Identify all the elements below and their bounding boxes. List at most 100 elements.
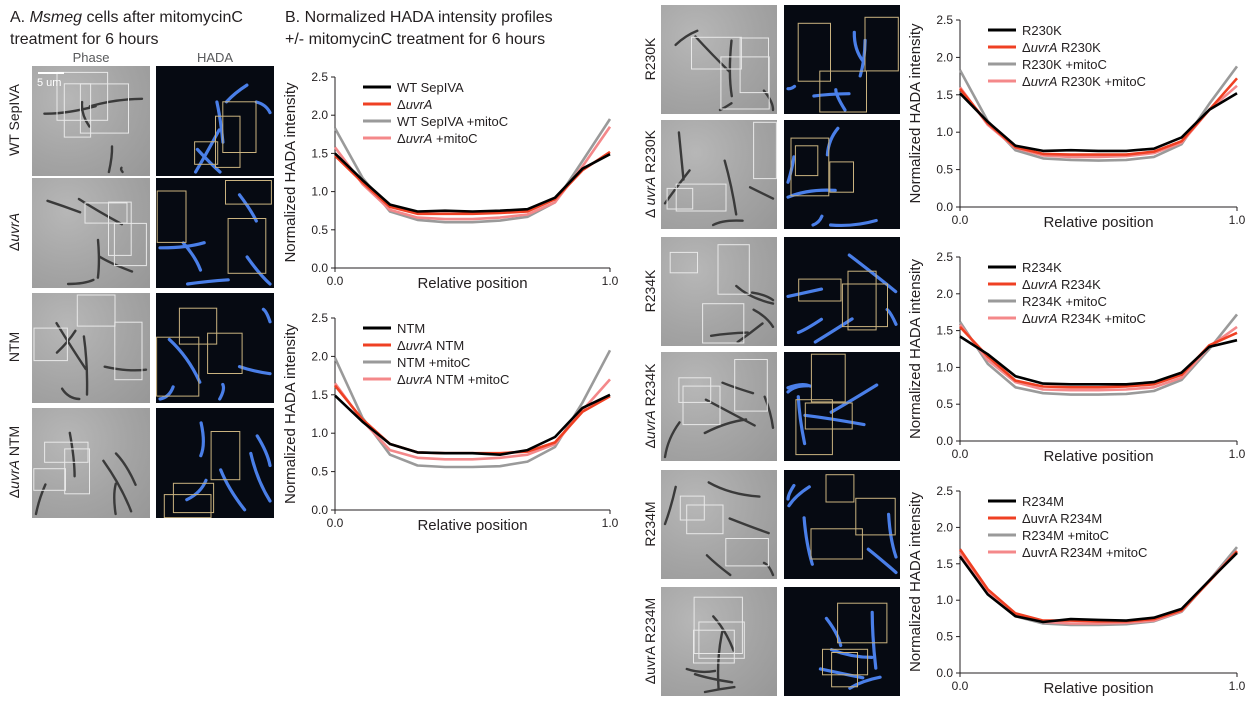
hada-image	[784, 5, 900, 114]
legend-label: R234K	[1022, 260, 1062, 275]
y-tick-label: 1.5	[936, 324, 953, 338]
roi-box	[675, 183, 727, 212]
bacterial-cell	[88, 97, 144, 108]
roi-box	[44, 441, 89, 463]
y-tick-label: 1.0	[936, 360, 953, 374]
bacterial-cell	[55, 321, 87, 371]
roi-box	[163, 494, 212, 518]
series-line	[958, 548, 1238, 623]
cell-rods	[194, 83, 272, 174]
cell-rods	[685, 596, 745, 694]
hada-image	[784, 587, 900, 696]
legend-label: ΔuvrA R234K	[1022, 277, 1101, 292]
column-header-phase: Phase	[72, 50, 110, 65]
bacterial-cell	[711, 219, 744, 227]
bacterial-cell	[693, 673, 734, 684]
y-tick-label: 0.5	[936, 163, 953, 177]
bacterial-cell	[186, 278, 230, 286]
cell-rods	[786, 474, 898, 575]
roi-box	[682, 385, 721, 426]
legend-label: R230K +mitoC	[1022, 57, 1107, 72]
roi-box	[837, 602, 888, 644]
phase-image	[32, 293, 150, 403]
roi-box	[33, 327, 68, 362]
bacterial-cell	[752, 308, 775, 329]
series-line	[958, 313, 1239, 396]
bacterial-cell	[707, 481, 761, 498]
cell-rods	[43, 71, 144, 174]
y-tick-label: 0.5	[311, 223, 328, 237]
bacterial-cell	[812, 92, 851, 98]
legend-text: ΔuvrA R234M +mitoC	[1022, 545, 1147, 560]
legend-label: NTM +mitoC	[397, 355, 470, 370]
roi-box	[797, 22, 831, 82]
roi-box	[114, 321, 143, 381]
bacterial-cell	[796, 317, 823, 335]
phase-image	[32, 66, 150, 176]
cell-rods	[786, 16, 899, 113]
bacterial-cell	[716, 630, 724, 690]
bacterial-cell	[703, 685, 736, 694]
panel-a-title-prefix: A.	[10, 9, 30, 26]
bacterial-cell	[114, 452, 137, 486]
cell-rods	[156, 307, 272, 401]
roi-box	[810, 353, 846, 403]
bacterial-cell	[249, 451, 272, 503]
y-tick-label: 0.0	[936, 666, 953, 680]
bacterial-cell	[66, 278, 95, 286]
bacterial-cell	[712, 615, 735, 652]
roi-box	[113, 222, 147, 267]
bacterial-cell	[728, 517, 770, 535]
y-axis-label: Normalized HADA intensity	[907, 258, 924, 439]
legend-text-italic: uvrA	[1031, 277, 1058, 292]
bacterial-cell	[813, 317, 854, 344]
roi-box	[693, 629, 735, 664]
bacterial-cell	[255, 434, 272, 468]
y-tick-label: 2.0	[936, 520, 953, 534]
legend-label: NTM	[397, 321, 425, 336]
roi-box	[693, 596, 743, 654]
hada-image	[784, 352, 900, 461]
y-tick-label: 2.0	[936, 50, 953, 64]
roi-box	[64, 448, 90, 495]
legend-label: ΔuvrA R230K	[1022, 40, 1101, 55]
legend-label: ΔuvrA NTM	[397, 338, 464, 353]
bacterial-cell	[852, 30, 865, 63]
y-axis-label: Normalized HADA intensity	[907, 491, 924, 672]
phase-image	[32, 178, 150, 288]
bacterial-cell	[786, 483, 796, 501]
y-tick-label: 2.5	[936, 13, 953, 27]
legend-text-italic: uvrA	[406, 372, 433, 387]
bacterial-cell	[750, 291, 775, 302]
bacterial-cell	[721, 381, 755, 395]
roi-box	[222, 101, 257, 153]
phase-image	[661, 470, 777, 579]
hada-image	[156, 66, 274, 176]
roi-box	[156, 190, 187, 243]
bacterial-cell	[185, 478, 208, 502]
legend-text: Δ	[397, 97, 406, 112]
cell-rods	[786, 253, 898, 344]
cell-rods	[663, 481, 775, 577]
phase-image	[661, 587, 777, 696]
y-tick-label: 0.5	[936, 630, 953, 644]
x-tick-label: 1.0	[602, 274, 619, 288]
bacterial-cell	[829, 648, 874, 659]
roi-box	[686, 504, 724, 535]
bacterial-cell	[245, 255, 272, 286]
roi-box	[795, 399, 833, 456]
roi-box	[739, 37, 769, 94]
roi-box	[178, 307, 218, 345]
legend-text-italic: uvrA	[1031, 311, 1058, 326]
phase-image	[661, 120, 777, 229]
y-tick-label: 2.5	[311, 311, 328, 325]
panel-b-title: B. Normalized HADA intensity profiles	[285, 9, 553, 26]
roi-box	[108, 201, 132, 256]
legend-text: R230K	[1057, 40, 1101, 55]
panel-a-title-italic: Msmeg	[29, 9, 83, 26]
phase-image	[661, 352, 777, 461]
bacterial-cell	[195, 147, 222, 174]
roi-box	[794, 145, 819, 177]
